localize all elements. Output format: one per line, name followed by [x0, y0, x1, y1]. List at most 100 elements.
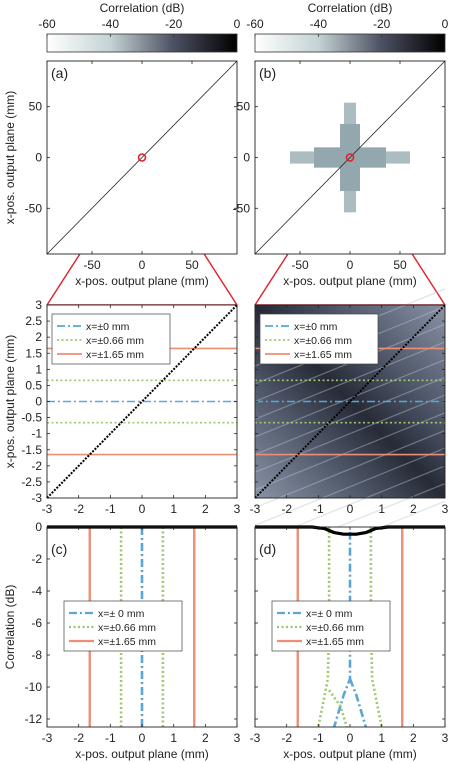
- y-tick-label: -1: [31, 427, 42, 441]
- diagonal-line: [254, 60, 446, 255]
- y-tick-label: -0.5: [21, 411, 42, 425]
- speckle-streak: [254, 447, 446, 526]
- speckle-streak: [254, 412, 446, 491]
- y-tick-label: 0: [35, 520, 42, 534]
- x-tick-label: 3: [234, 731, 241, 745]
- y-tick-label: -8: [31, 648, 42, 662]
- legend-label: x=± 0 mm: [306, 608, 353, 620]
- x-tick-label: 1: [170, 731, 177, 745]
- colorbar-tick-label: 0: [234, 17, 241, 31]
- colorbar-b: Correlation (dB) -60 -40 -20 0: [246, 1, 449, 53]
- legend-label: x=±1.65 mm: [294, 349, 352, 361]
- panel-label: (c): [51, 541, 67, 557]
- x-tick-label: 2: [202, 731, 209, 745]
- x-tick-label: -1: [105, 731, 116, 745]
- y-axis-label: x-pos. output plane (mm): [3, 335, 17, 468]
- x-tick-label: 1: [378, 502, 385, 516]
- speckle-streak: [254, 429, 446, 509]
- x-tick-label: 3: [442, 502, 449, 516]
- y-axis-label: x-pos. output plane (mm): [3, 91, 17, 224]
- panel-b: -50 0 50 50 0 -50 (b) x-pos. output plane (mm): [233, 60, 446, 288]
- x-tick-label: 2: [410, 731, 417, 745]
- x-axis-label: x-pos. output plane (mm): [75, 747, 208, 761]
- y-tick-label: 0: [35, 395, 42, 409]
- legend: x=± 0 mm x=±0.66 mm x=±1.65 mm: [63, 600, 183, 652]
- panel-a-zoom: -3 -2 -1 0 1 2 332.521.510.50-0.5-1-1.5-2-2.5-…: [3, 298, 241, 516]
- colorbar-bar: [254, 33, 446, 53]
- y-tick-label: 3: [35, 298, 42, 312]
- series-line-4: [328, 689, 349, 727]
- legend-label: x=±0.66 mm: [98, 622, 156, 634]
- legend-label: x=± 0 mm: [98, 608, 145, 620]
- diagonal-line: [46, 60, 238, 255]
- y-tick-label: 0: [35, 151, 42, 165]
- x-tick-label: -3: [250, 502, 261, 516]
- legend: x=±0 mm x=±0.66 mm x=±1.65 mm: [259, 313, 379, 365]
- y-tick-label: 2.5: [25, 314, 42, 328]
- y-tick-label: 1: [35, 362, 42, 376]
- legend-label: x=±0 mm: [294, 321, 338, 333]
- envelope-line: [255, 525, 445, 536]
- legend-box: [259, 313, 379, 365]
- colorbar-title: Correlation (dB): [100, 1, 185, 15]
- y-tick-label: -10: [25, 680, 43, 694]
- y-tick-label: 0: [243, 151, 250, 165]
- legend-label: x=±1.65 mm: [86, 349, 144, 361]
- x-tick-label: 3: [234, 502, 241, 516]
- x-tick-label: 2: [410, 502, 417, 516]
- colorbar-bar: [46, 33, 238, 53]
- speckle-streak: [254, 376, 446, 456]
- diagonal-line: [254, 304, 446, 499]
- legend-label: x=±1.65 mm: [306, 636, 364, 648]
- zoom-marker: [137, 153, 147, 162]
- x-tick-label: -2: [281, 731, 292, 745]
- panel-label: (b): [259, 65, 276, 81]
- colorbar-tick-label: -40: [310, 17, 328, 31]
- legend: x=± 0 mm x=±0.66 mm x=±1.65 mm: [271, 600, 391, 652]
- speckle-streak: [254, 359, 446, 438]
- panel-c: -3 -2 -1 0 1 2 30-2-4-6-8-10-12(c)x-pos. outpu…: [3, 520, 241, 761]
- y-tick-label: -2.5: [21, 475, 42, 489]
- x-tick-label: 50: [393, 258, 407, 272]
- y-tick-label: 0.5: [25, 378, 42, 392]
- panel-d: -3 -2 -1 0 1 2 3 (d) x-pos. output plane (mm) x=±…: [250, 525, 449, 761]
- colorbar-tick-label: -20: [373, 17, 391, 31]
- panel-b-zoom: -3 -2 -1 0 1 2 3 x=±0 mm x=±0.66 mm x=±1.65 mm: [250, 288, 449, 579]
- y-tick-label: -12: [25, 712, 43, 726]
- x-tick-label: 0: [347, 502, 354, 516]
- colorbar-tick-label: -40: [102, 17, 120, 31]
- legend-label: x=±0.66 mm: [306, 622, 364, 634]
- panel-label: (a): [51, 65, 68, 81]
- y-tick-label: -50: [25, 201, 43, 215]
- x-tick-label: -3: [42, 502, 53, 516]
- zoom-marker: [345, 153, 355, 162]
- diagonal-line: [46, 304, 238, 499]
- y-tick-label: 1.5: [25, 346, 42, 360]
- legend-label: x=±0 mm: [86, 321, 130, 333]
- x-tick-label: -1: [313, 731, 324, 745]
- x-axis-label: x-pos. output plane (mm): [283, 747, 416, 761]
- y-tick-label: -6: [31, 616, 42, 630]
- panel-label: (d): [259, 541, 276, 557]
- colorbar-title: Correlation (dB): [308, 1, 393, 15]
- y-tick-label: -4: [31, 584, 42, 598]
- y-tick-label: 2: [35, 330, 42, 344]
- y-tick-label: -2: [31, 459, 42, 473]
- y-tick-label: -50: [233, 201, 251, 215]
- x-tick-label: -50: [291, 258, 309, 272]
- x-tick-label: 0: [139, 502, 146, 516]
- x-tick-label: 50: [185, 258, 199, 272]
- x-tick-label: -2: [281, 502, 292, 516]
- series-line-1: [348, 678, 368, 727]
- colorbar-tick-label: -20: [165, 17, 183, 31]
- x-axis-label: x-pos. output plane (mm): [283, 274, 416, 288]
- x-tick-label: 2: [202, 502, 209, 516]
- legend-label: x=±0.66 mm: [86, 335, 144, 347]
- speckle-streak: [254, 394, 446, 473]
- y-tick-label: 50: [237, 100, 251, 114]
- colorbar-tick-label: -60: [38, 17, 56, 31]
- legend-label: x=±1.65 mm: [98, 636, 156, 648]
- x-tick-label: -2: [73, 502, 84, 516]
- x-axis-label: x-pos. output plane (mm): [75, 274, 208, 288]
